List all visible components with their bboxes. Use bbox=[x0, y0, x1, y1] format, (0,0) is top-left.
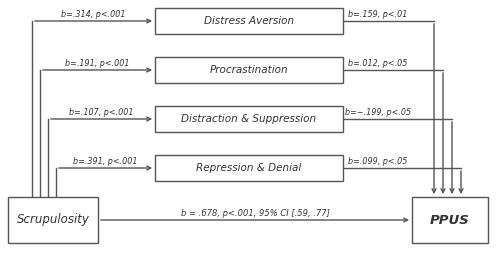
Text: b=−.199, p<.05: b=−.199, p<.05 bbox=[345, 108, 411, 117]
Text: b=.107, p<.001: b=.107, p<.001 bbox=[69, 108, 134, 117]
Text: Distress Aversion: Distress Aversion bbox=[204, 16, 294, 26]
Text: b=.159, p<.01: b=.159, p<.01 bbox=[348, 10, 408, 19]
Text: Distraction & Suppression: Distraction & Suppression bbox=[182, 114, 316, 124]
Bar bbox=[412, 197, 488, 243]
Text: b=.314, p<.001: b=.314, p<.001 bbox=[61, 10, 126, 19]
Text: b=.099, p<.05: b=.099, p<.05 bbox=[348, 157, 408, 166]
Text: Scrupulosity: Scrupulosity bbox=[16, 214, 90, 227]
Text: b=.012, p<.05: b=.012, p<.05 bbox=[348, 59, 408, 68]
Text: Repression & Denial: Repression & Denial bbox=[196, 163, 302, 173]
Bar bbox=[155, 8, 343, 34]
Bar bbox=[8, 197, 98, 243]
Bar bbox=[155, 155, 343, 181]
Text: Procrastination: Procrastination bbox=[210, 65, 288, 75]
Text: b = .678, p<.001, 95% CI [.59, .77]: b = .678, p<.001, 95% CI [.59, .77] bbox=[180, 209, 330, 218]
Bar bbox=[155, 57, 343, 83]
Text: PPUS: PPUS bbox=[430, 214, 470, 227]
Text: b=.391, p<.001: b=.391, p<.001 bbox=[73, 157, 138, 166]
Bar bbox=[155, 106, 343, 132]
Text: b=.191, p<.001: b=.191, p<.001 bbox=[65, 59, 130, 68]
